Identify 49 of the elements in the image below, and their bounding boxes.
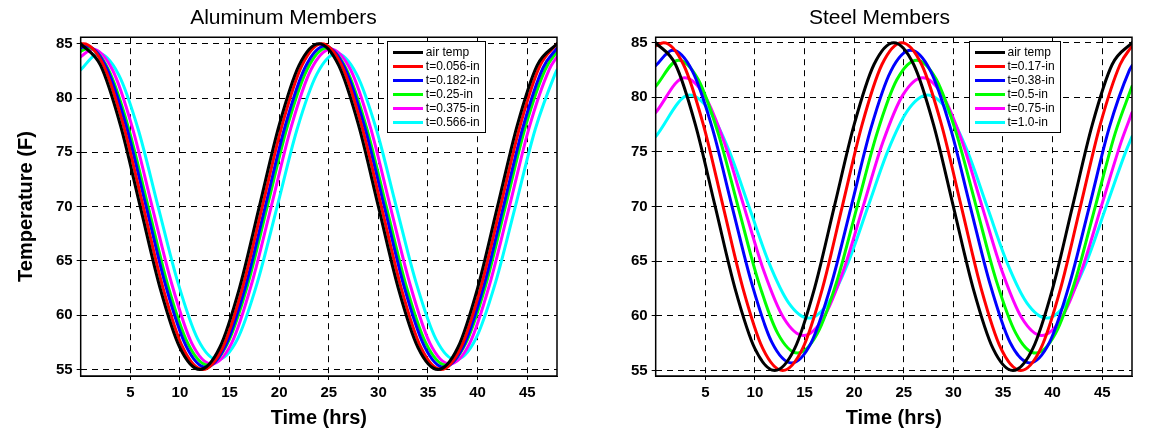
legend-label: t=1.0-in [1007, 115, 1048, 130]
chart-title: Aluminum Members [190, 5, 377, 29]
x-tick-label: 15 [796, 383, 813, 401]
x-axis-title: Time (hrs) [845, 405, 943, 428]
chart-title: Steel Members [808, 5, 951, 29]
y-tick-label: 55 [631, 360, 648, 378]
y-tick-label: 80 [56, 88, 73, 106]
y-tick-label: 80 [631, 87, 648, 105]
y-tick-label: 75 [631, 142, 648, 160]
legend-label: t=0.5-in [1007, 87, 1048, 102]
y-tick-label: 70 [56, 196, 73, 214]
legend-label: air temp [1007, 45, 1051, 60]
x-tick-label: 35 [994, 383, 1012, 401]
legend-label: t=0.182-in [425, 73, 480, 88]
x-tick-label: 40 [1044, 383, 1061, 401]
x-tick-label: 45 [1093, 383, 1111, 401]
legend-label: t=0.38-in [1007, 73, 1055, 88]
legend-label: t=0.566-in [425, 115, 480, 130]
y-tick-label: 65 [631, 251, 648, 269]
x-tick-label: 5 [126, 383, 135, 401]
x-tick-label: 25 [895, 383, 913, 401]
y-tick-label: 55 [56, 359, 73, 377]
y-tick-label: 70 [631, 196, 648, 214]
x-tick-label: 20 [270, 383, 288, 401]
x-tick-label: 10 [171, 383, 189, 401]
x-tick-label: 5 [701, 383, 710, 401]
y-tick-label: 65 [56, 251, 73, 269]
x-tick-label: 15 [221, 383, 238, 401]
legend-label: t=0.375-in [425, 101, 480, 116]
y-tick-label: 85 [56, 33, 73, 51]
legend-label: t=0.75-in [1007, 101, 1055, 116]
legend-label: air temp [425, 45, 470, 60]
x-tick-label: 45 [518, 383, 536, 401]
legend-label: t=0.25-in [425, 87, 473, 102]
x-tick-label: 30 [945, 383, 962, 401]
y-tick-label: 60 [631, 306, 648, 324]
y-axis-title: Temperature (F) [13, 131, 36, 282]
y-tick-label: 60 [56, 305, 73, 323]
x-tick-label: 25 [320, 383, 338, 401]
x-tick-label: 35 [419, 383, 437, 401]
legend-label: t=0.17-in [1007, 59, 1055, 74]
x-tick-label: 40 [469, 383, 486, 401]
x-tick-label: 20 [845, 383, 863, 401]
x-axis-title: Time (hrs) [270, 405, 368, 428]
y-tick-label: 85 [631, 32, 648, 50]
legend-label: t=0.056-in [425, 59, 480, 74]
x-tick-label: 10 [746, 383, 764, 401]
y-tick-label: 75 [56, 142, 73, 160]
x-tick-label: 30 [370, 383, 387, 401]
